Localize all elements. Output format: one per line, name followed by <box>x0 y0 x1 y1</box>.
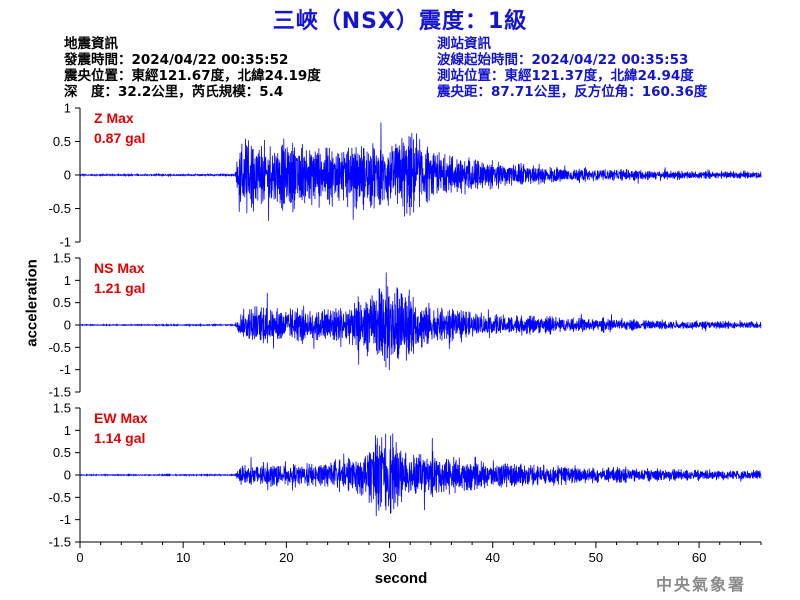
station-location: 測站位置：東經121.37度，北緯24.94度 <box>437 68 694 84</box>
ns-y-tick-label: 0 <box>64 318 71 333</box>
ew-waveform-line <box>79 433 762 516</box>
ew-max-title: EW Max <box>94 410 148 426</box>
z-y-tick-label: -0.5 <box>49 201 71 216</box>
x-tick-label: 20 <box>279 550 293 565</box>
wave-start-time: 波線起始時間：2024/04/22 00:35:53 <box>437 52 689 68</box>
station-info-heading: 測站資訊 <box>437 36 491 52</box>
x-axis-label: second <box>374 570 428 587</box>
z-y-tick-label: 1 <box>64 101 71 116</box>
ns-y-tick-label: -1 <box>59 362 71 377</box>
ns-max-label: NS Max 1.21 gal <box>94 258 145 298</box>
ns-y-tick-label: 1.5 <box>53 251 71 266</box>
ew-y-tick-label: 1.5 <box>53 401 71 416</box>
ew-y-tick-label: -0.5 <box>49 490 71 505</box>
z-y-tick-label: 0.5 <box>53 134 71 149</box>
ew-y-tick-label: 0.5 <box>53 445 71 460</box>
z-waveform-line <box>79 122 762 221</box>
z-max-label: Z Max 0.87 gal <box>94 108 145 148</box>
agency-credit: 中央氣象署 <box>656 575 747 594</box>
ew-y-tick-label: -1.5 <box>49 535 71 550</box>
x-tick-label: 10 <box>176 550 190 565</box>
z-max-value: 0.87 gal <box>94 130 146 146</box>
z-y-tick-label: -1 <box>59 235 71 250</box>
event-info-heading: 地震資訊 <box>64 36 118 52</box>
ns-max-title: NS Max <box>94 260 145 276</box>
z-y-tick-label: 0 <box>64 168 71 183</box>
ew-y-tick-label: 0 <box>64 468 71 483</box>
ns-waveform-line <box>79 272 762 371</box>
ew-max-label: EW Max 1.14 gal <box>94 408 148 448</box>
epicenter-location: 震央位置：東經121.67度，北緯24.19度 <box>64 68 321 84</box>
ns-y-tick-label: -0.5 <box>49 340 71 355</box>
station-info-block: 測站資訊 波線起始時間：2024/04/22 00:35:53 測站位置：東經1… <box>437 36 707 100</box>
x-tick-label: 60 <box>692 550 706 565</box>
ew-y-tick-label: -1 <box>59 512 71 527</box>
ns-y-tick-label: 0.5 <box>53 295 71 310</box>
x-tick-label: 40 <box>485 550 499 565</box>
ns-max-value: 1.21 gal <box>94 280 146 296</box>
origin-time: 發震時間：2024/04/22 00:35:52 <box>64 52 289 68</box>
ns-y-tick-label: -1.5 <box>49 385 71 400</box>
distance-azimuth: 震央距：87.71公里，反方位角：160.36度 <box>437 84 708 100</box>
x-tick-label: 50 <box>589 550 603 565</box>
z-max-title: Z Max <box>94 110 134 126</box>
x-tick-label: 0 <box>76 550 83 565</box>
x-tick-label: 30 <box>382 550 396 565</box>
depth-magnitude: 深 度：32.2公里，芮氏規模：5.4 <box>64 84 284 100</box>
chart-title: 三峽（NSX）震度：1級 <box>272 9 528 34</box>
ew-max-value: 1.14 gal <box>94 430 146 446</box>
ns-y-tick-label: 1 <box>64 273 71 288</box>
y-axis-label: acceleration <box>23 259 41 347</box>
ew-y-tick-label: 1 <box>64 423 71 438</box>
event-info-block: 地震資訊 發震時間：2024/04/22 00:35:52 震央位置：東經121… <box>64 36 321 100</box>
